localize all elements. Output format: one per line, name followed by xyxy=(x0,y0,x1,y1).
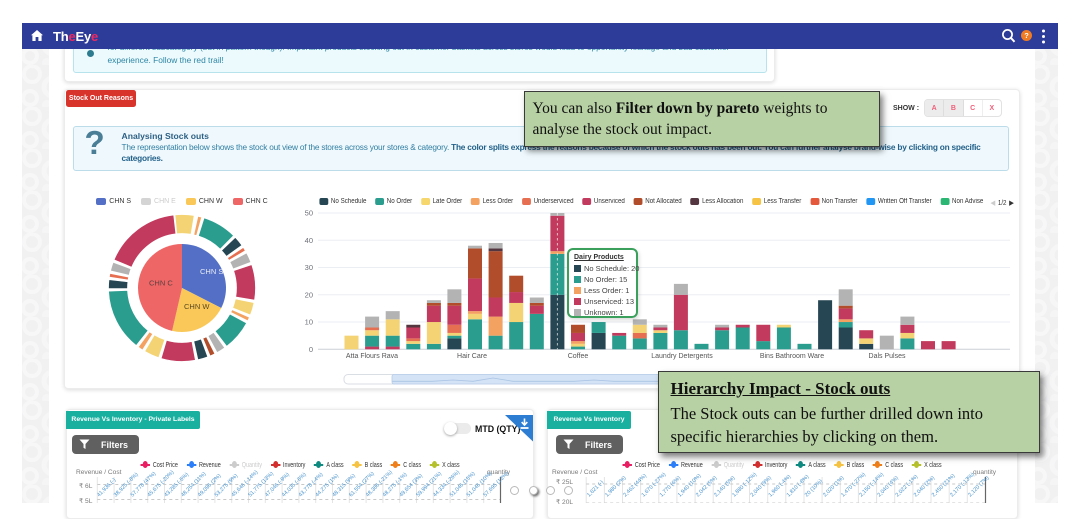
svg-text:Bins Bathroom Ware: Bins Bathroom Ware xyxy=(760,353,824,360)
svg-text:Dals Pulses: Dals Pulses xyxy=(869,353,906,360)
svg-text:1,621 (-): 1,621 (-) xyxy=(586,479,605,498)
svg-text:0: 0 xyxy=(309,345,313,354)
svg-text:10: 10 xyxy=(305,318,313,327)
svg-text:Coffee: Coffee xyxy=(568,353,589,360)
svg-text:Laundry Detergents: Laundry Detergents xyxy=(651,353,713,360)
svg-text:CHN W: CHN W xyxy=(184,302,210,311)
svg-text:Atta Flours Rava: Atta Flours Rava xyxy=(346,353,398,360)
svg-text:20: 20 xyxy=(305,290,313,299)
svg-text:Hair Care: Hair Care xyxy=(457,353,487,360)
svg-text:30: 30 xyxy=(305,263,313,272)
svg-text:CHN C: CHN C xyxy=(149,279,173,288)
svg-text:50: 50 xyxy=(305,209,313,218)
svg-text:40: 40 xyxy=(305,236,313,245)
svg-text:CHN S: CHN S xyxy=(200,267,223,276)
